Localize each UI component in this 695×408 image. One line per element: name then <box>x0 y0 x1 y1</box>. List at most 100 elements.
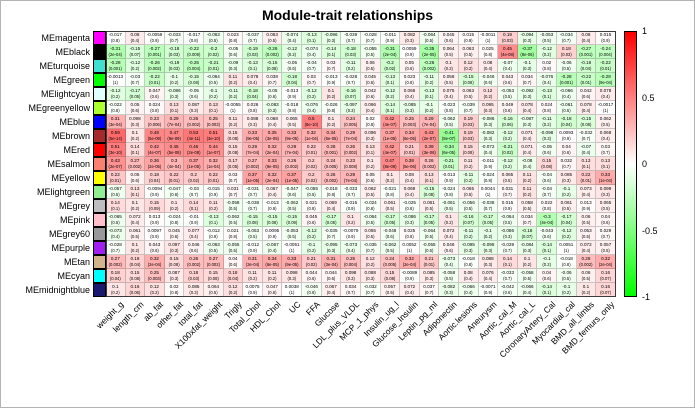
heatmap-cell: -0.076 (0.4) <box>537 73 558 87</box>
cell-correlation-value: 0.072 <box>129 214 141 220</box>
cell-correlation-value: 0.0052 <box>402 242 417 248</box>
cell-p-value: (0.9) <box>248 289 257 295</box>
heatmap-row: MEsalmon 0.43 (2e-07) 0.27 (0.002) 0.36 (2e-05… <box>5 157 616 171</box>
cell-correlation-value: 0.22 <box>169 172 179 178</box>
heatmap-cell: 0.27 (0.002) <box>204 255 224 269</box>
heatmap-cell: -0.055 (0.5) <box>302 185 322 199</box>
heatmap-cell: 0.045 (0.6) <box>360 73 381 87</box>
cell-p-value: (0.5) <box>562 275 571 281</box>
heatmap-cell: 0.1 (0.2) <box>439 213 459 227</box>
cell-correlation-value: -0.038 <box>246 200 260 206</box>
cell-p-value: (0.5) <box>522 275 532 281</box>
cell-p-value: (0.04) <box>560 121 572 127</box>
cell-correlation-value: 0.0097 <box>147 228 162 234</box>
cell-correlation-value: 0.26 <box>581 256 591 262</box>
cell-correlation-value: -0.12 <box>502 130 513 136</box>
cell-p-value: (0.1) <box>248 65 257 71</box>
heatmap-cell: 0.068 (0.4) <box>596 129 616 143</box>
cell-correlation-value: 0.32 <box>150 256 159 262</box>
heatmap-cell: 0.096 (0.3) <box>360 129 381 143</box>
heatmap-cell: 0.13 (0.1) <box>360 143 381 157</box>
cell-p-value: (0.8) <box>365 121 375 127</box>
cell-p-value: (0.5) <box>110 191 120 197</box>
cell-p-value: (0.4) <box>581 247 591 253</box>
cell-p-value: (0.9) <box>346 205 355 211</box>
cell-p-value: (0.5) <box>581 233 591 239</box>
cell-correlation-value: 0.088 <box>246 116 259 122</box>
heatmap-cell: -0.21 (0.01) <box>439 157 459 171</box>
heatmap-cell: -0.011 (0.9) <box>380 31 401 45</box>
cell-correlation-value: 0.25 <box>150 270 159 276</box>
heatmap-cell: 0.22 (0.01) <box>302 143 322 157</box>
cell-p-value: (0.2) <box>169 205 179 211</box>
cell-p-value: (1) <box>563 247 569 253</box>
heatmap-cell: 0.025 (0.8) <box>478 45 499 59</box>
heatmap-row: MEmidnightblue 0.1 (0.2) 0.16 (0.06) 0.12 (0.2… <box>5 283 616 297</box>
cell-p-value: (0.2) <box>228 121 238 127</box>
cell-correlation-value: -0.2 <box>385 60 394 66</box>
module-row-label: MEpurple <box>51 243 90 253</box>
cell-p-value: (0.8) <box>169 289 179 295</box>
cell-p-value: (0.9) <box>209 191 218 197</box>
cell-p-value: (0.2) <box>228 93 238 99</box>
cell-p-value: (0.04) <box>560 219 572 225</box>
cell-p-value: (4e-07) <box>147 149 162 155</box>
heatmap-cell: -0.086 (0.3) <box>164 87 185 101</box>
cell-p-value: (0.3) <box>483 107 493 113</box>
heatmap-cell: 0.26 (0.002) <box>184 115 205 129</box>
cell-correlation-value: 0.1 <box>445 214 452 220</box>
cell-p-value: (0.2) <box>581 289 591 295</box>
cell-p-value: (0.9) <box>483 163 493 169</box>
module-row-label: MEmidnightblue <box>25 285 90 295</box>
cell-correlation-value: -0.1 <box>307 242 316 248</box>
cell-correlation-value: 0.08 <box>581 32 591 38</box>
cell-correlation-value: -0.04 <box>541 186 552 192</box>
cell-p-value: (7e-04) <box>343 135 358 141</box>
heatmap-cell: -0.16 (0.06) <box>498 115 518 129</box>
cell-p-value: (0.5) <box>581 275 591 281</box>
heatmap-cell: -0.013 (0.9) <box>321 73 342 87</box>
heatmap-cell: -0.095 (0.3) <box>321 241 342 255</box>
heatmap-cell: -0.12 (0.2) <box>498 129 518 143</box>
cell-p-value: (0.1) <box>385 79 395 85</box>
heatmap-cell: 0.37 (1e-05) <box>282 171 303 185</box>
cell-correlation-value: -0.12 <box>110 88 121 94</box>
heatmap-cell: 0.061 (0.5) <box>419 199 440 213</box>
cell-correlation-value: -0.035 <box>363 242 377 248</box>
heatmap-cell: 0.33 (9e-05) <box>243 129 263 143</box>
heatmap-cell: 0.065 (0.5) <box>596 199 616 213</box>
heatmap-cell: 0.35 (3e-05) <box>262 129 283 143</box>
heatmap-cell: 0.15 (0.08) <box>380 269 401 283</box>
color-scale-tick-label: -0.5 <box>642 225 658 236</box>
cell-correlation-value: 0.32 <box>404 256 414 262</box>
heatmap-cell: 0.063 (0.5) <box>262 31 283 45</box>
cell-correlation-value: -0.021 <box>383 186 397 192</box>
heatmap-cell: 0.069 (0.4) <box>400 185 420 199</box>
heatmap-cell: -0.37 (8e-06) <box>517 45 538 59</box>
cell-correlation-value: -0.16 <box>502 116 513 122</box>
cell-correlation-value: 0.12 <box>365 256 375 262</box>
heatmap-cell: -0.11 (0.2) <box>341 59 361 73</box>
heatmap-cell: 0.023 (0.8) <box>223 31 244 45</box>
cell-correlation-value: -0.066 <box>461 284 475 290</box>
heatmap-cell: 0.08 (0.4) <box>400 171 420 185</box>
heatmap-cell: -0.028 (0.7) <box>360 31 381 45</box>
cell-p-value: (0.3) <box>365 135 375 141</box>
heatmap-cell: -0.086 (0.3) <box>478 115 499 129</box>
cell-p-value: (0.002) <box>422 163 436 169</box>
heatmap-cell: -0.35 (2e-05) <box>419 45 440 59</box>
cell-correlation-value: -0.028 <box>363 32 377 38</box>
cell-correlation-value: 0.37 <box>248 172 258 178</box>
cell-correlation-value: 0.044 <box>305 270 318 276</box>
heatmap-cell: -0.053 (0.5) <box>537 31 558 45</box>
heatmap-cell: 0.11 (0.2) <box>517 185 538 199</box>
cell-p-value: (0.5) <box>267 37 277 43</box>
heatmap-cell: -0.092 (0.3) <box>517 87 538 101</box>
cell-p-value: (0.6) <box>503 107 512 113</box>
cell-correlation-value: -0.03 <box>129 74 141 80</box>
cell-p-value: (0.03) <box>247 51 259 57</box>
cell-correlation-value: -0.1 <box>483 228 492 234</box>
cell-correlation-value: 0.06 <box>581 270 591 276</box>
cell-p-value: (2e-07) <box>422 135 436 141</box>
cell-correlation-value: -0.15 <box>286 214 298 220</box>
